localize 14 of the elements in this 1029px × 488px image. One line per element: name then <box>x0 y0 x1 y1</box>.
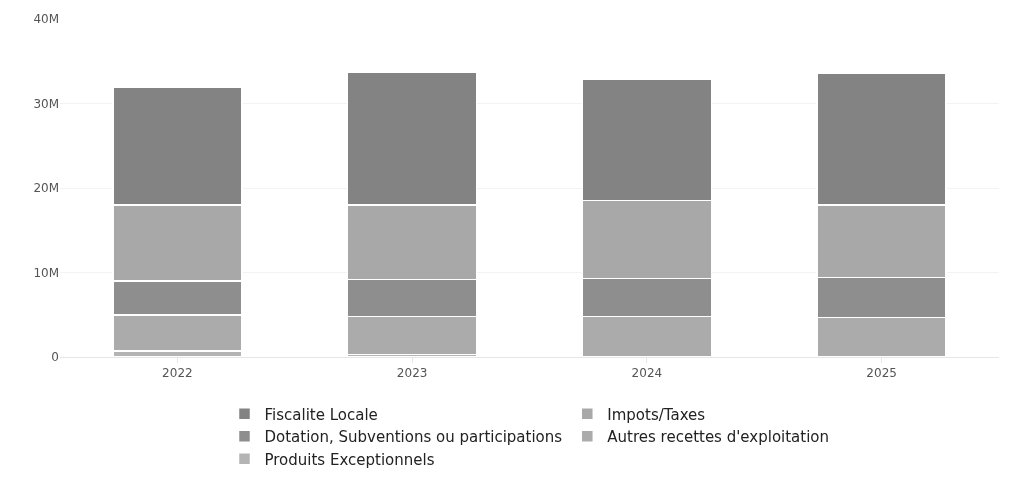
legend-label: Impots/Taxes <box>607 405 706 424</box>
y-tick-label: 0 <box>51 350 59 365</box>
x-tick-label: 2023 <box>396 366 428 381</box>
legend-label: Dotation, Subventions ou participations <box>264 428 563 447</box>
y-tick-label: 30M <box>33 96 59 111</box>
legend-label: Fiscalite Locale <box>264 405 378 424</box>
legend-label: Autres recettes d'exploitation <box>607 428 830 447</box>
y-tick-label: 40M <box>33 12 59 27</box>
y-tick-label: 10M <box>33 265 59 280</box>
legend-label: Produits Exceptionnels <box>264 450 435 469</box>
y-tick-label: 20M <box>33 181 59 196</box>
x-tick-label: 2025 <box>866 366 897 381</box>
x-tick-label: 2022 <box>162 366 193 381</box>
x-tick-label: 2024 <box>631 366 663 381</box>
